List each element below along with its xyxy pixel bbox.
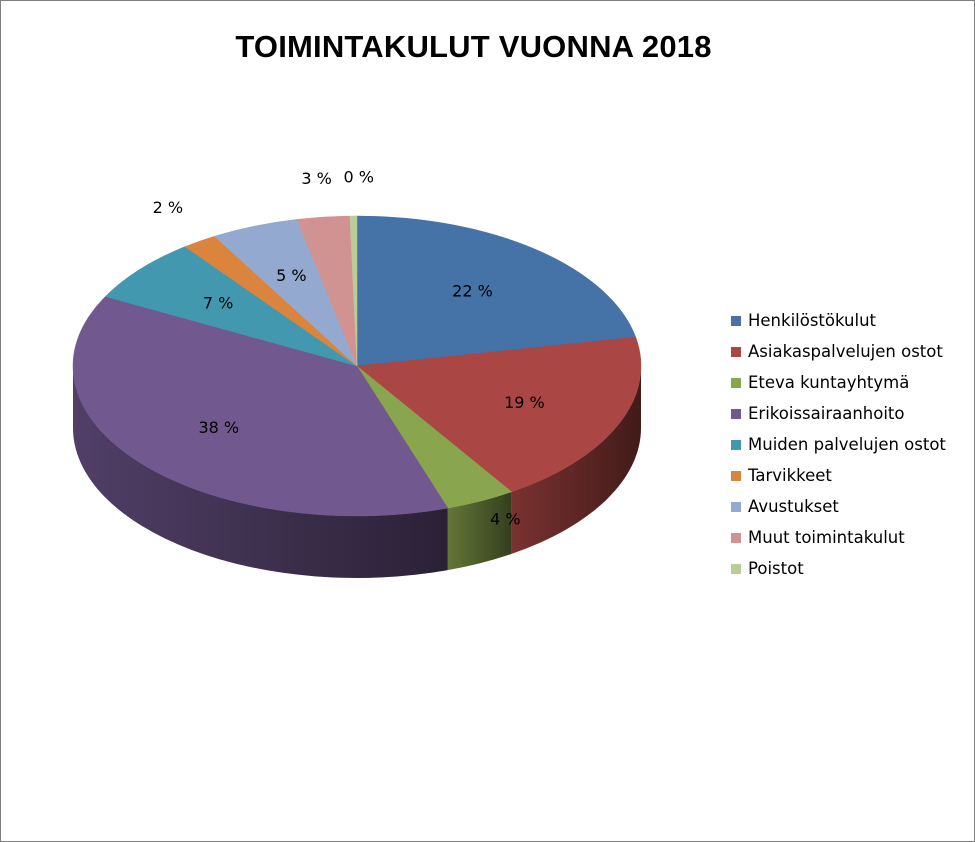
pie-slice: [349, 215, 358, 367]
pie-slice: [356, 215, 637, 367]
legend-label: Avustukset: [748, 497, 839, 516]
pie-slice: [72, 296, 449, 517]
legend-label: Muiden palvelujen ostot: [748, 435, 946, 454]
legend-swatch: [731, 532, 741, 543]
legend-swatch: [731, 501, 741, 512]
legend-swatch: [731, 563, 741, 574]
data-label: 22 %: [452, 281, 493, 300]
legend-item: Asiakaspalvelujen ostot: [731, 336, 946, 367]
data-label: 0 %: [343, 168, 373, 187]
legend-item: Erikoissairaanhoito: [731, 398, 946, 429]
pie-slice-side: [447, 491, 512, 571]
pie-slice: [356, 336, 642, 493]
legend-swatch: [731, 315, 741, 326]
legend-item: Avustukset: [731, 491, 946, 522]
data-label: 7 %: [203, 294, 233, 313]
legend-swatch: [731, 346, 741, 357]
data-label: 19 %: [504, 393, 545, 412]
legend-item: Poistot: [731, 553, 946, 584]
data-label: 4 %: [490, 510, 520, 529]
legend-label: Asiakaspalvelujen ostot: [748, 342, 943, 361]
chart-title: TOIMINTAKULUT VUONNA 2018: [235, 29, 712, 64]
legend-swatch: [731, 408, 741, 419]
legend-item: Muiden palvelujen ostot: [731, 429, 946, 460]
pie-slice-side: [73, 366, 448, 579]
pie-slice: [104, 246, 358, 367]
data-label: 3 %: [301, 169, 331, 188]
legend-item: Eteva kuntayhtymä: [731, 367, 946, 398]
legend-swatch: [731, 470, 741, 481]
legend-label: Henkilöstökulut: [748, 311, 877, 330]
legend-label: Erikoissairaanhoito: [748, 404, 905, 423]
legend-label: Tarvikkeet: [748, 466, 832, 485]
pie-slice-side: [511, 366, 641, 554]
legend-label: Eteva kuntayhtymä: [748, 373, 910, 392]
legend-item: Tarvikkeet: [731, 460, 946, 491]
legend-swatch: [731, 377, 741, 388]
legend: Henkilöstökulut Asiakaspalvelujen ostot Et…: [731, 305, 946, 584]
legend-label: Muut toimintakulut: [748, 528, 905, 547]
data-label: 38 %: [198, 418, 239, 437]
data-label: 5 %: [276, 266, 306, 285]
legend-item: Henkilöstökulut: [731, 305, 946, 336]
data-label: 2 %: [153, 198, 183, 217]
legend-item: Muut toimintakulut: [731, 522, 946, 553]
legend-swatch: [731, 439, 741, 450]
legend-label: Poistot: [748, 559, 804, 578]
